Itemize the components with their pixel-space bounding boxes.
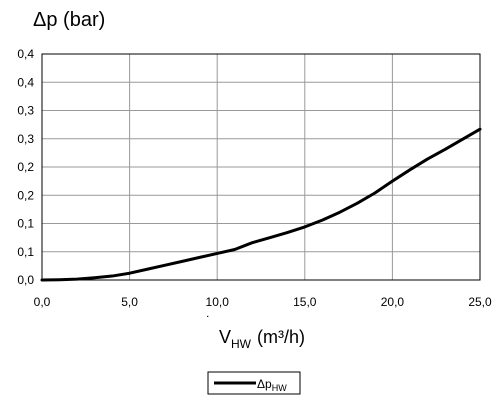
series-line-dp-hw: [40, 127, 482, 282]
x-axis-label-unit: (m³/h): [257, 327, 305, 347]
plot-frame: [41, 53, 481, 281]
grid: [41, 53, 481, 281]
x-tick-label-4: 20,0: [381, 295, 405, 309]
y-tick-label-3: 0,2: [17, 188, 34, 202]
y-tick-label-2: 0,1: [17, 217, 34, 231]
x-tick-label-0: 0,0: [34, 295, 51, 309]
y-tick-label-6: 0,3: [17, 104, 34, 118]
x-tick-label-5: 25,0: [468, 295, 492, 309]
y-tick-label-0: 0,0: [17, 273, 34, 287]
legend-label-name: Δp: [257, 377, 272, 391]
x-tick-label-2: 10,0: [206, 295, 230, 309]
x-axis-label: VHW (m³/h): [219, 327, 305, 351]
y-tick-label-1: 0,1: [17, 245, 34, 259]
x-axis-label-subscript: HW: [231, 337, 252, 351]
y-tick-label-4: 0,2: [17, 160, 34, 174]
y-axis-label: Δp (bar): [33, 9, 105, 31]
legend: ΔpHW: [207, 371, 301, 395]
x-tick-label-3: 15,0: [293, 295, 317, 309]
x-axis-label-symbol: V: [219, 327, 231, 347]
legend-label-subscript: HW: [272, 383, 287, 393]
y-tick-label-7: 0,4: [17, 75, 34, 89]
x-tick-label-1: 5,0: [121, 295, 138, 309]
x-tick-labels: 0,0 5,0 10,0 15,0 20,0 25,0: [34, 295, 492, 309]
y-tick-label-8: 0,4: [17, 47, 34, 61]
x-axis-label-dot: ˙: [206, 313, 211, 329]
y-tick-label-5: 0,3: [17, 132, 34, 146]
y-tick-labels: 0,0 0,1 0,1 0,2 0,2 0,3 0,3 0,4 0,4: [17, 47, 34, 287]
legend-label: ΔpHW: [257, 377, 287, 393]
